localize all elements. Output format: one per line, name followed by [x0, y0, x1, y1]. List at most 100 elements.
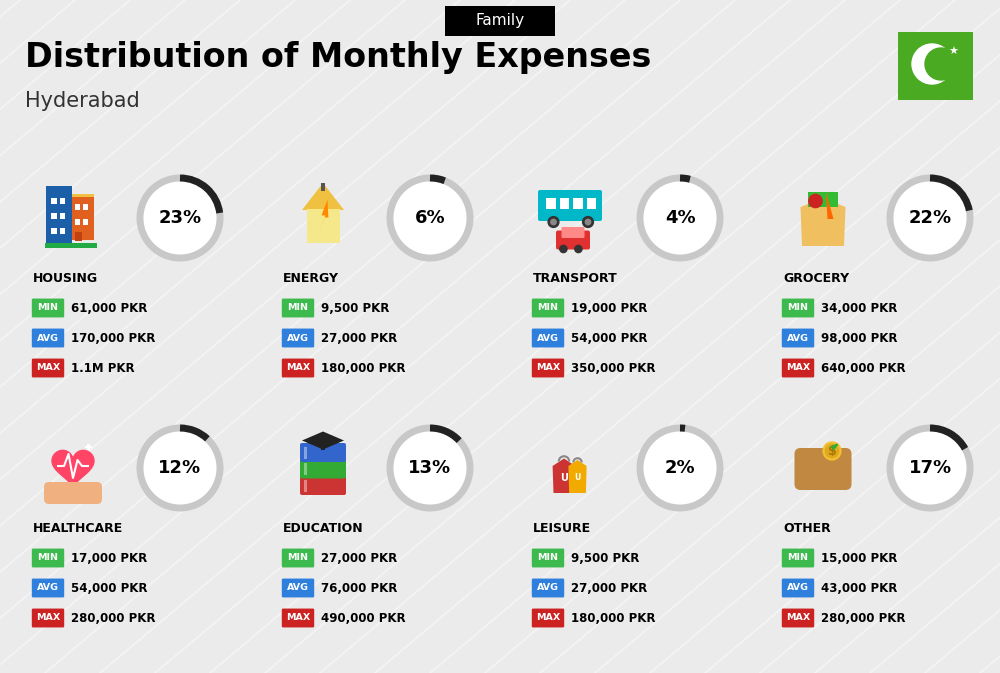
Text: AVG: AVG	[537, 334, 559, 343]
Circle shape	[925, 48, 957, 80]
Text: 15,000 PKR: 15,000 PKR	[821, 551, 897, 565]
FancyBboxPatch shape	[300, 443, 346, 462]
FancyBboxPatch shape	[282, 579, 314, 598]
FancyBboxPatch shape	[304, 479, 307, 491]
FancyBboxPatch shape	[782, 328, 814, 347]
Circle shape	[809, 194, 822, 207]
Text: MAX: MAX	[286, 363, 310, 372]
Circle shape	[640, 178, 720, 258]
FancyBboxPatch shape	[304, 463, 307, 475]
Text: 17,000 PKR: 17,000 PKR	[71, 551, 147, 565]
FancyBboxPatch shape	[532, 299, 564, 318]
Text: MAX: MAX	[536, 363, 560, 372]
FancyBboxPatch shape	[562, 227, 585, 238]
FancyBboxPatch shape	[282, 608, 314, 627]
Polygon shape	[568, 460, 587, 493]
Text: 27,000 PKR: 27,000 PKR	[571, 581, 647, 594]
Circle shape	[390, 178, 470, 258]
FancyBboxPatch shape	[83, 204, 88, 210]
Text: 22%: 22%	[908, 209, 952, 227]
Circle shape	[551, 219, 556, 225]
FancyBboxPatch shape	[532, 328, 564, 347]
FancyBboxPatch shape	[83, 219, 88, 225]
FancyBboxPatch shape	[46, 186, 72, 246]
Text: AVG: AVG	[37, 583, 59, 592]
Polygon shape	[318, 199, 328, 234]
Text: GROCERY: GROCERY	[783, 271, 849, 285]
Text: AVG: AVG	[37, 334, 59, 343]
FancyBboxPatch shape	[44, 482, 102, 504]
FancyBboxPatch shape	[445, 6, 555, 36]
FancyBboxPatch shape	[532, 579, 564, 598]
FancyBboxPatch shape	[51, 228, 57, 234]
Text: EDUCATION: EDUCATION	[283, 522, 364, 534]
Text: OTHER: OTHER	[783, 522, 831, 534]
FancyBboxPatch shape	[44, 243, 97, 248]
Text: 27,000 PKR: 27,000 PKR	[321, 551, 397, 565]
Text: MAX: MAX	[36, 363, 60, 372]
Text: 12%: 12%	[158, 459, 202, 477]
Text: MIN: MIN	[538, 304, 558, 312]
Text: Hyderabad: Hyderabad	[25, 91, 140, 111]
FancyBboxPatch shape	[60, 198, 65, 204]
Text: 19,000 PKR: 19,000 PKR	[571, 302, 647, 314]
Text: 2%: 2%	[665, 459, 695, 477]
FancyBboxPatch shape	[795, 448, 852, 490]
Text: 180,000 PKR: 180,000 PKR	[571, 612, 656, 625]
FancyBboxPatch shape	[300, 460, 346, 479]
Circle shape	[390, 428, 470, 508]
Text: HEALTHCARE: HEALTHCARE	[33, 522, 123, 534]
Text: MIN: MIN	[788, 553, 808, 563]
Text: Distribution of Monthly Expenses: Distribution of Monthly Expenses	[25, 42, 651, 75]
FancyBboxPatch shape	[560, 198, 569, 209]
Text: 1.1M PKR: 1.1M PKR	[71, 361, 135, 374]
FancyBboxPatch shape	[782, 608, 814, 627]
FancyBboxPatch shape	[32, 299, 64, 318]
Text: 54,000 PKR: 54,000 PKR	[71, 581, 148, 594]
Circle shape	[575, 246, 582, 252]
Text: 280,000 PKR: 280,000 PKR	[821, 612, 906, 625]
Circle shape	[825, 444, 839, 458]
Text: AVG: AVG	[787, 334, 809, 343]
Text: 6%: 6%	[415, 209, 445, 227]
FancyBboxPatch shape	[556, 230, 590, 250]
Polygon shape	[826, 192, 834, 219]
FancyBboxPatch shape	[282, 299, 314, 318]
Text: ENERGY: ENERGY	[283, 271, 339, 285]
Circle shape	[912, 44, 952, 84]
Text: MIN: MIN	[538, 553, 558, 563]
Circle shape	[890, 178, 970, 258]
Circle shape	[640, 428, 720, 508]
Text: MAX: MAX	[286, 614, 310, 623]
FancyBboxPatch shape	[532, 608, 564, 627]
FancyBboxPatch shape	[546, 198, 556, 209]
Text: MAX: MAX	[786, 614, 810, 623]
FancyBboxPatch shape	[782, 548, 814, 567]
Circle shape	[548, 217, 559, 227]
Text: 9,500 PKR: 9,500 PKR	[321, 302, 389, 314]
Text: TRANSPORT: TRANSPORT	[533, 271, 618, 285]
FancyBboxPatch shape	[60, 228, 65, 234]
FancyBboxPatch shape	[808, 192, 838, 207]
FancyBboxPatch shape	[51, 198, 57, 204]
Text: U: U	[560, 473, 568, 483]
FancyBboxPatch shape	[75, 232, 82, 241]
FancyBboxPatch shape	[87, 444, 90, 450]
Text: MIN: MIN	[788, 304, 808, 312]
FancyBboxPatch shape	[782, 359, 814, 378]
Text: Family: Family	[475, 13, 525, 28]
Polygon shape	[801, 198, 846, 246]
FancyBboxPatch shape	[782, 299, 814, 318]
FancyBboxPatch shape	[60, 213, 65, 219]
FancyBboxPatch shape	[72, 195, 94, 240]
Circle shape	[140, 428, 220, 508]
Circle shape	[585, 219, 591, 225]
FancyBboxPatch shape	[74, 219, 80, 225]
Text: ★: ★	[948, 47, 958, 57]
Circle shape	[823, 442, 841, 460]
Text: MIN: MIN	[38, 553, 58, 563]
Text: 9,500 PKR: 9,500 PKR	[571, 551, 639, 565]
Text: 54,000 PKR: 54,000 PKR	[571, 332, 648, 345]
Text: 490,000 PKR: 490,000 PKR	[321, 612, 406, 625]
Circle shape	[890, 428, 970, 508]
